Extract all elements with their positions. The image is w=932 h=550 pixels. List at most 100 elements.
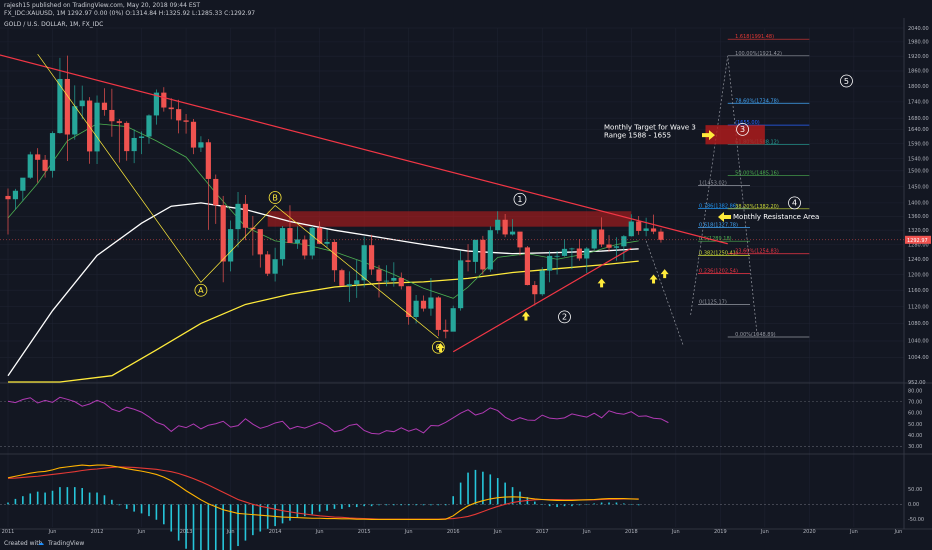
macd-histogram-bar bbox=[59, 487, 61, 505]
x-tick-label: Jun bbox=[849, 529, 858, 535]
y-tick-label: 1280.00 bbox=[908, 242, 929, 248]
candle bbox=[198, 136, 204, 153]
candle-body bbox=[458, 260, 464, 309]
candle bbox=[606, 235, 612, 252]
candle-body bbox=[383, 280, 390, 282]
candle bbox=[346, 271, 352, 302]
candle bbox=[458, 250, 464, 311]
fib-level-label: 0.618(1327.78) bbox=[699, 222, 738, 228]
candle-body bbox=[524, 247, 530, 286]
macd-histogram-bar bbox=[118, 504, 121, 506]
candle bbox=[168, 98, 174, 120]
wave-label-circle bbox=[431, 340, 445, 354]
arrow-icon bbox=[649, 274, 658, 284]
candle-body bbox=[361, 245, 367, 281]
tradingview-brand[interactable]: TradingView bbox=[48, 540, 85, 547]
wave-label-text: 1 bbox=[517, 195, 522, 204]
fib-level-label: (1655.00) bbox=[735, 120, 760, 126]
macd-histogram-bar bbox=[489, 474, 492, 505]
candle-body bbox=[465, 260, 471, 262]
candle bbox=[398, 272, 404, 290]
macd-histogram-bar bbox=[274, 504, 276, 527]
macd-histogram-bar bbox=[289, 504, 291, 521]
candle bbox=[27, 151, 33, 179]
candle-body bbox=[272, 259, 278, 274]
x-tick-label: 2017 bbox=[536, 529, 549, 535]
candle-body bbox=[561, 248, 568, 256]
x-tick-label: Jun bbox=[493, 529, 502, 535]
fib-level-label: 0.236(1202.54) bbox=[699, 268, 738, 274]
candle bbox=[161, 87, 167, 112]
candle bbox=[250, 215, 256, 256]
candle-body bbox=[472, 239, 479, 262]
macd-histogram-bar bbox=[415, 504, 417, 506]
candle-body bbox=[443, 329, 449, 332]
macd-histogram-bar bbox=[534, 501, 536, 505]
candle bbox=[509, 219, 516, 236]
candle bbox=[517, 231, 523, 256]
macd-histogram-bar bbox=[571, 504, 573, 507]
fib-level-label: 50.00%(1485.16) bbox=[735, 170, 779, 176]
candle-body bbox=[131, 137, 137, 152]
candle-body bbox=[257, 229, 263, 255]
macd-histogram-bar bbox=[88, 492, 91, 505]
y-tick-label: 1860.00 bbox=[908, 69, 929, 75]
macd-histogram-bar bbox=[585, 504, 588, 505]
macd-histogram-bar bbox=[237, 504, 239, 547]
x-tick-label: Jun bbox=[671, 529, 680, 535]
candle bbox=[183, 114, 189, 134]
candle bbox=[636, 215, 642, 235]
candle bbox=[176, 99, 182, 134]
candle-body bbox=[161, 92, 167, 108]
candle bbox=[524, 245, 530, 286]
candle bbox=[339, 268, 345, 286]
candle-body bbox=[213, 178, 219, 206]
candle bbox=[450, 305, 456, 332]
macd-histogram-bar bbox=[608, 502, 610, 505]
fib-level-label: 1.618(1991.48) bbox=[735, 34, 774, 40]
candle bbox=[146, 114, 152, 144]
fib-level-label: 0.786(1382.86) bbox=[699, 204, 738, 210]
macd-histogram-bar bbox=[467, 472, 469, 505]
candle-body bbox=[153, 92, 159, 116]
projection-line bbox=[690, 55, 758, 338]
candle bbox=[480, 235, 486, 275]
candle-body bbox=[183, 120, 189, 122]
candle bbox=[428, 277, 434, 316]
fib-level-label: 1(1453.02) bbox=[699, 181, 727, 187]
candle bbox=[472, 239, 479, 274]
target-note-line2: Range 1588 - 1655 bbox=[604, 131, 671, 139]
candle-body bbox=[643, 228, 649, 231]
candle bbox=[420, 295, 427, 312]
macd-histogram-bar bbox=[444, 504, 447, 506]
candle-body bbox=[636, 221, 642, 231]
trendlines bbox=[0, 54, 904, 353]
fibonacci-levels: 1(1453.02) 0.786(1382.86) 0.618(1327.78) 0.… bbox=[645, 34, 810, 346]
macd-histogram-bar bbox=[341, 504, 343, 509]
macd-histogram-bar bbox=[318, 504, 321, 512]
candle bbox=[406, 286, 412, 325]
candle-body bbox=[613, 246, 620, 248]
candle bbox=[309, 225, 315, 260]
wave-label-circle bbox=[513, 192, 527, 206]
macd-histogram-bar bbox=[29, 493, 32, 505]
wave-label-1: 1 bbox=[513, 192, 527, 206]
y-tick-label: 1160.00 bbox=[908, 288, 929, 294]
candle bbox=[331, 239, 338, 282]
macd-histogram-bar bbox=[430, 504, 432, 506]
candle-body bbox=[420, 300, 427, 309]
candle bbox=[124, 121, 130, 161]
candle-body bbox=[376, 269, 382, 282]
candle-body bbox=[495, 219, 501, 231]
candle bbox=[354, 259, 360, 298]
candle bbox=[228, 220, 234, 272]
fib-level-label: 0.382(1250.41) bbox=[699, 250, 738, 256]
candle-body bbox=[235, 203, 241, 230]
x-tick-label: 2013 bbox=[180, 529, 193, 535]
x-tick-label: 2020 bbox=[803, 529, 816, 535]
macd-histogram-bar bbox=[155, 504, 158, 520]
macd-histogram-bar bbox=[593, 503, 595, 505]
wave-label-circle bbox=[736, 122, 749, 136]
macd-histogram-bar bbox=[556, 504, 558, 508]
